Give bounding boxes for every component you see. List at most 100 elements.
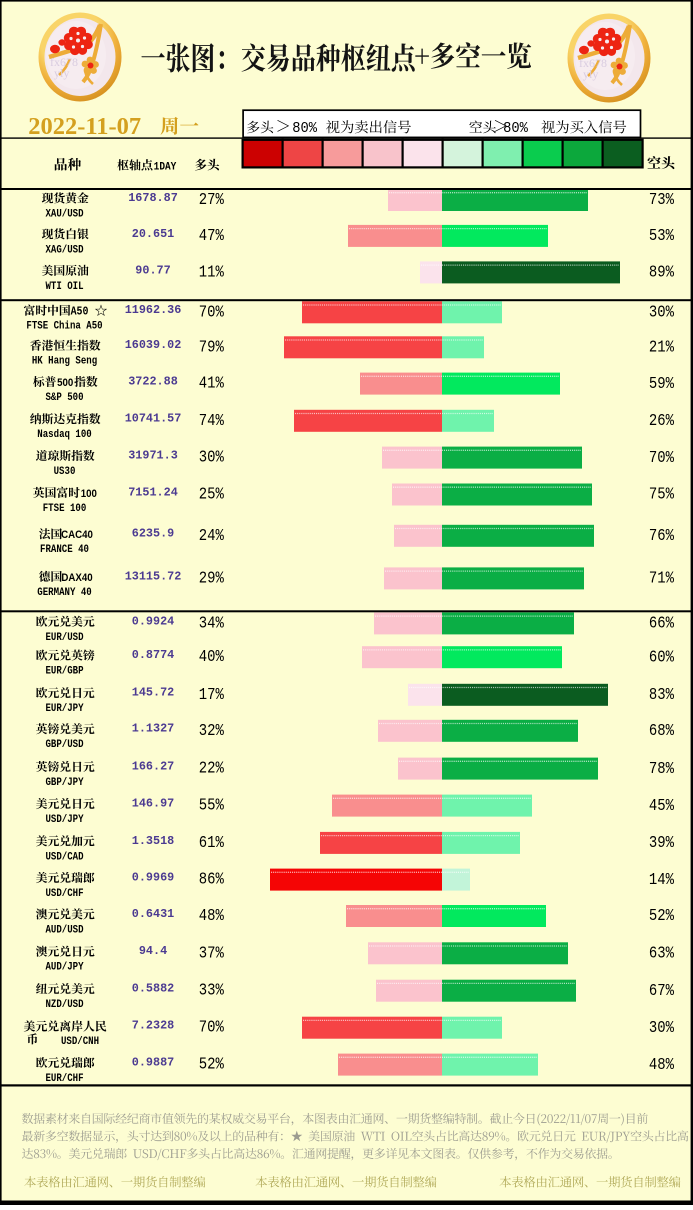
svg-text:52%: 52%: [649, 906, 675, 925]
svg-text:59%: 59%: [649, 374, 675, 393]
svg-text:68%: 68%: [649, 721, 675, 740]
svg-text:FTSE 100: FTSE 100: [43, 502, 87, 514]
svg-text:2022-11-07: 2022-11-07: [28, 113, 141, 140]
svg-text:USD/CNH: USD/CNH: [61, 1035, 99, 1047]
svg-text:70%: 70%: [199, 1018, 225, 1037]
svg-text:25%: 25%: [199, 485, 225, 504]
svg-text:WTI OIL: WTI OIL: [45, 280, 83, 292]
svg-text:48%: 48%: [649, 1055, 675, 1074]
svg-text:30%: 30%: [649, 1018, 675, 1037]
svg-text:DAX40: DAX40: [61, 571, 92, 584]
svg-text:45%: 45%: [649, 796, 675, 815]
svg-text:80%: 80%: [292, 121, 317, 137]
svg-text:20.651: 20.651: [132, 227, 174, 241]
svg-text:55%: 55%: [199, 796, 225, 815]
svg-text:1.1327: 1.1327: [132, 722, 174, 736]
svg-text:GBP/JPY: GBP/JPY: [45, 776, 83, 788]
svg-text:CAC40: CAC40: [61, 529, 93, 542]
svg-text:33%: 33%: [199, 981, 225, 1000]
svg-text:40%: 40%: [199, 647, 225, 666]
svg-text:74%: 74%: [199, 411, 225, 430]
svg-text:0.5882: 0.5882: [132, 982, 174, 996]
svg-text:39%: 39%: [649, 833, 675, 852]
svg-text:EUR/CHF: EUR/CHF: [45, 1072, 83, 1084]
svg-text:53%: 53%: [649, 226, 675, 245]
svg-text:83%: 83%: [649, 685, 675, 704]
svg-text:79%: 79%: [199, 337, 225, 356]
svg-text:AUD/JPY: AUD/JPY: [45, 961, 83, 973]
svg-text:US30: US30: [54, 465, 76, 477]
svg-text:100: 100: [81, 487, 97, 500]
svg-text:17%: 17%: [199, 685, 225, 704]
svg-text:EUR/USD: EUR/USD: [45, 631, 83, 643]
svg-text:47%: 47%: [199, 226, 225, 245]
svg-text:16039.02: 16039.02: [125, 338, 182, 352]
svg-text:USD/CHF: USD/CHF: [45, 887, 83, 899]
svg-text:USD/CAD: USD/CAD: [45, 851, 83, 863]
svg-text:0.9969: 0.9969: [132, 871, 174, 885]
svg-text:500: 500: [57, 376, 73, 389]
svg-text:FTSE China A50: FTSE China A50: [26, 320, 102, 332]
svg-text:1678.87: 1678.87: [128, 191, 178, 205]
svg-text:71%: 71%: [649, 569, 675, 588]
svg-text:FRANCE 40: FRANCE 40: [40, 544, 89, 556]
svg-text:146.97: 146.97: [132, 797, 174, 811]
svg-text:48%: 48%: [199, 906, 225, 925]
svg-text:30%: 30%: [199, 448, 225, 467]
svg-text:0.9887: 0.9887: [132, 1056, 174, 1070]
svg-text:7.2328: 7.2328: [132, 1019, 174, 1033]
svg-text:10741.57: 10741.57: [125, 412, 182, 426]
svg-text:145.72: 145.72: [132, 686, 174, 700]
svg-text:7151.24: 7151.24: [128, 485, 178, 499]
svg-text:22%: 22%: [199, 759, 225, 778]
svg-text:66%: 66%: [649, 614, 675, 633]
svg-text:1DAY: 1DAY: [154, 161, 177, 174]
svg-text:NZD/USD: NZD/USD: [45, 998, 83, 1010]
svg-text:1.3518: 1.3518: [132, 834, 174, 848]
svg-text:61%: 61%: [199, 833, 225, 852]
svg-text:6235.9: 6235.9: [132, 527, 174, 541]
svg-text:166.27: 166.27: [132, 760, 174, 774]
svg-text:26%: 26%: [649, 411, 675, 430]
svg-text:A50: A50: [71, 306, 89, 319]
svg-text:70%: 70%: [649, 448, 675, 467]
svg-text:37%: 37%: [199, 943, 225, 962]
svg-text:S&P 500: S&P 500: [45, 391, 83, 403]
svg-text:29%: 29%: [199, 568, 225, 587]
svg-text:76%: 76%: [649, 526, 675, 545]
svg-text:32%: 32%: [199, 721, 225, 740]
svg-text:89%: 89%: [649, 263, 675, 282]
svg-text:11962.36: 11962.36: [125, 303, 182, 317]
svg-text:34%: 34%: [199, 613, 225, 632]
svg-text:30%: 30%: [649, 303, 675, 322]
svg-text:HK Hang Seng: HK Hang Seng: [32, 355, 97, 367]
svg-text:GBP/USD: GBP/USD: [45, 739, 83, 751]
svg-text:52%: 52%: [199, 1055, 225, 1074]
svg-text:90.77: 90.77: [135, 263, 170, 277]
svg-text:USD/JPY: USD/JPY: [45, 813, 83, 825]
svg-text:Nasdaq 100: Nasdaq 100: [37, 429, 91, 441]
svg-text:78%: 78%: [649, 759, 675, 778]
svg-text:73%: 73%: [649, 190, 675, 209]
svg-text:11%: 11%: [199, 262, 225, 281]
svg-text:63%: 63%: [649, 944, 675, 963]
svg-text:67%: 67%: [649, 981, 675, 1000]
svg-text:27%: 27%: [199, 190, 225, 209]
svg-text:41%: 41%: [199, 374, 225, 393]
svg-text:0.8774: 0.8774: [132, 648, 174, 662]
svg-text:70%: 70%: [199, 302, 225, 321]
svg-text:13115.72: 13115.72: [125, 569, 182, 583]
svg-text:14%: 14%: [649, 870, 675, 889]
svg-text:XAG/USD: XAG/USD: [45, 244, 83, 256]
svg-text:0.9924: 0.9924: [132, 614, 174, 628]
svg-text:31971.3: 31971.3: [128, 449, 178, 463]
svg-text:GERMANY 40: GERMANY 40: [37, 586, 91, 598]
svg-text:86%: 86%: [199, 870, 225, 889]
svg-text:75%: 75%: [649, 485, 675, 504]
svg-text:94.4: 94.4: [139, 944, 167, 958]
svg-text:XAU/USD: XAU/USD: [45, 208, 83, 220]
svg-text:0.6431: 0.6431: [132, 907, 174, 921]
svg-text:21%: 21%: [649, 338, 675, 357]
svg-text:3722.88: 3722.88: [128, 375, 178, 389]
svg-text:80%: 80%: [503, 121, 528, 137]
